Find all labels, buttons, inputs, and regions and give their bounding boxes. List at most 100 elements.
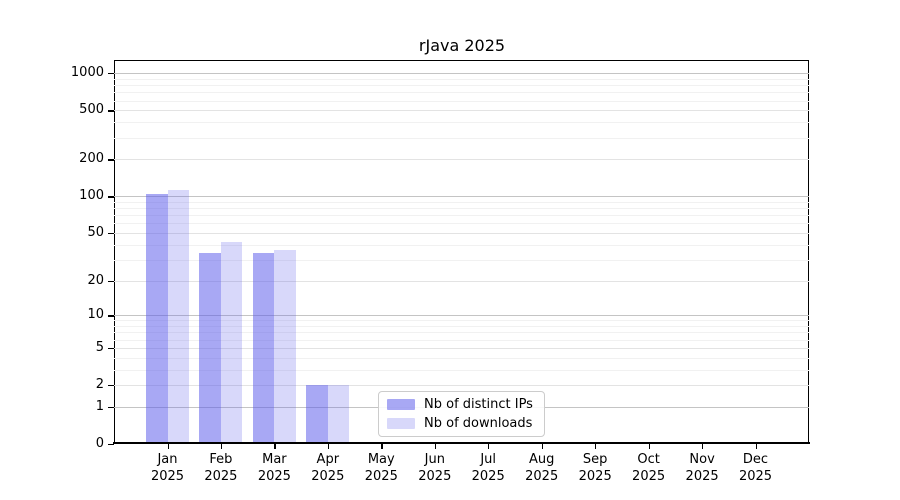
y-tick-label: 1000 xyxy=(70,65,104,81)
x-tick-label: Nov 2025 xyxy=(667,451,737,485)
x-tick-month: Apr xyxy=(316,452,340,467)
gridline xyxy=(114,196,809,198)
x-tick-year: 2025 xyxy=(150,469,185,484)
x-tick-month: Feb xyxy=(209,452,233,467)
y-tick-mark xyxy=(108,280,114,282)
bar-mar-series0 xyxy=(252,253,275,444)
legend-swatch-downloads xyxy=(387,418,415,429)
gridline xyxy=(114,122,809,124)
x-tick-month: Dec xyxy=(742,452,769,467)
x-tick-year: 2025 xyxy=(418,469,452,484)
axis-spine-top xyxy=(114,60,809,61)
x-tick-mark xyxy=(541,444,543,449)
gridline xyxy=(114,339,809,341)
x-tick-month: Sep xyxy=(582,452,608,467)
x-tick-year: 2025 xyxy=(738,469,773,484)
legend-item-distinct-ips: Nb of distinct IPs xyxy=(387,396,536,412)
bar-feb-series1 xyxy=(220,242,243,444)
y-tick-mark xyxy=(108,159,114,161)
y-tick-mark xyxy=(108,347,114,350)
x-tick-year: 2025 xyxy=(525,469,559,484)
gridline xyxy=(114,208,809,210)
gridline xyxy=(114,357,809,359)
gridline xyxy=(114,326,809,328)
x-tick-mark xyxy=(755,444,757,449)
axis-spine-bottom xyxy=(113,442,810,444)
bar-apr-series1 xyxy=(327,385,350,444)
x-tick-month: Jun xyxy=(424,452,445,467)
bar-mar-series1 xyxy=(274,250,296,444)
gridline xyxy=(114,78,809,80)
bar-feb-series0 xyxy=(199,253,221,444)
gridline xyxy=(114,332,809,334)
axis-spine-left xyxy=(114,60,116,444)
x-tick-year: 2025 xyxy=(311,469,345,484)
gridline xyxy=(114,92,809,94)
y-tick-mark xyxy=(108,73,114,75)
gridline xyxy=(114,85,809,87)
y-tick-mark xyxy=(108,406,114,409)
gridline xyxy=(114,259,809,261)
legend-label-distinct-ips: Nb of distinct IPs xyxy=(424,396,533,412)
x-tick-mark xyxy=(220,444,223,449)
x-tick-month: May xyxy=(367,452,395,467)
y-tick-mark xyxy=(108,110,114,112)
gridline xyxy=(114,201,809,203)
y-tick-mark xyxy=(108,385,114,387)
bar-jan-series1 xyxy=(167,189,189,444)
gridline xyxy=(114,159,809,161)
gridline xyxy=(114,280,809,282)
gridline xyxy=(114,137,809,139)
x-tick-year: 2025 xyxy=(471,469,505,484)
axis-spine-right xyxy=(808,60,809,444)
x-tick-label: Sep 2025 xyxy=(560,451,630,485)
y-tick-label: 50 xyxy=(87,225,104,240)
x-tick-year: 2025 xyxy=(204,469,238,484)
x-tick-year: 2025 xyxy=(257,469,291,484)
x-tick-label: Mar 2025 xyxy=(239,451,309,485)
x-tick-month: Oct xyxy=(637,452,660,467)
y-tick-label: 10 xyxy=(87,307,104,323)
x-tick-label: Jan 2025 xyxy=(133,451,203,485)
y-tick-label: 500 xyxy=(79,102,104,118)
gridline xyxy=(114,369,809,371)
legend: Nb of distinct IPs Nb of downloads xyxy=(378,391,545,437)
x-tick-year: 2025 xyxy=(685,469,719,484)
x-tick-label: May 2025 xyxy=(346,451,416,485)
y-tick-label: 100 xyxy=(79,188,104,204)
y-tick-label: 0 xyxy=(95,436,104,451)
gridline xyxy=(114,233,809,234)
gridline xyxy=(114,320,809,322)
legend-swatch-distinct-ips xyxy=(387,399,415,410)
gridline xyxy=(114,223,809,225)
gridline xyxy=(114,315,809,317)
bar-jan-series0 xyxy=(146,194,168,444)
y-tick-label: 200 xyxy=(79,151,104,167)
x-tick-mark xyxy=(595,444,597,449)
x-tick-mark xyxy=(381,444,383,449)
x-tick-year: 2025 xyxy=(578,469,612,484)
y-tick-label: 5 xyxy=(95,339,104,355)
x-tick-label: Jul 2025 xyxy=(453,451,523,485)
y-tick-mark xyxy=(108,444,114,446)
x-tick-month: Jan xyxy=(157,452,178,467)
x-tick-label: Oct 2025 xyxy=(614,451,684,485)
x-tick-month: Mar xyxy=(262,452,287,467)
gridline xyxy=(114,347,809,349)
x-tick-mark xyxy=(702,444,704,449)
gridline xyxy=(114,100,809,102)
gridline xyxy=(114,244,809,246)
x-tick-month: Nov xyxy=(689,452,715,467)
x-tick-label: Aug 2025 xyxy=(507,451,577,485)
x-tick-mark xyxy=(434,444,437,449)
gridline xyxy=(114,215,809,217)
y-tick-label: 2 xyxy=(95,377,104,392)
x-tick-year: 2025 xyxy=(364,469,398,484)
x-tick-label: Feb 2025 xyxy=(186,451,256,485)
chart-title: rJava 2025 xyxy=(418,36,506,55)
bar-apr-series0 xyxy=(306,385,328,444)
x-tick-label: Apr 2025 xyxy=(293,451,363,485)
y-tick-mark xyxy=(108,196,114,198)
x-tick-mark xyxy=(648,444,650,449)
